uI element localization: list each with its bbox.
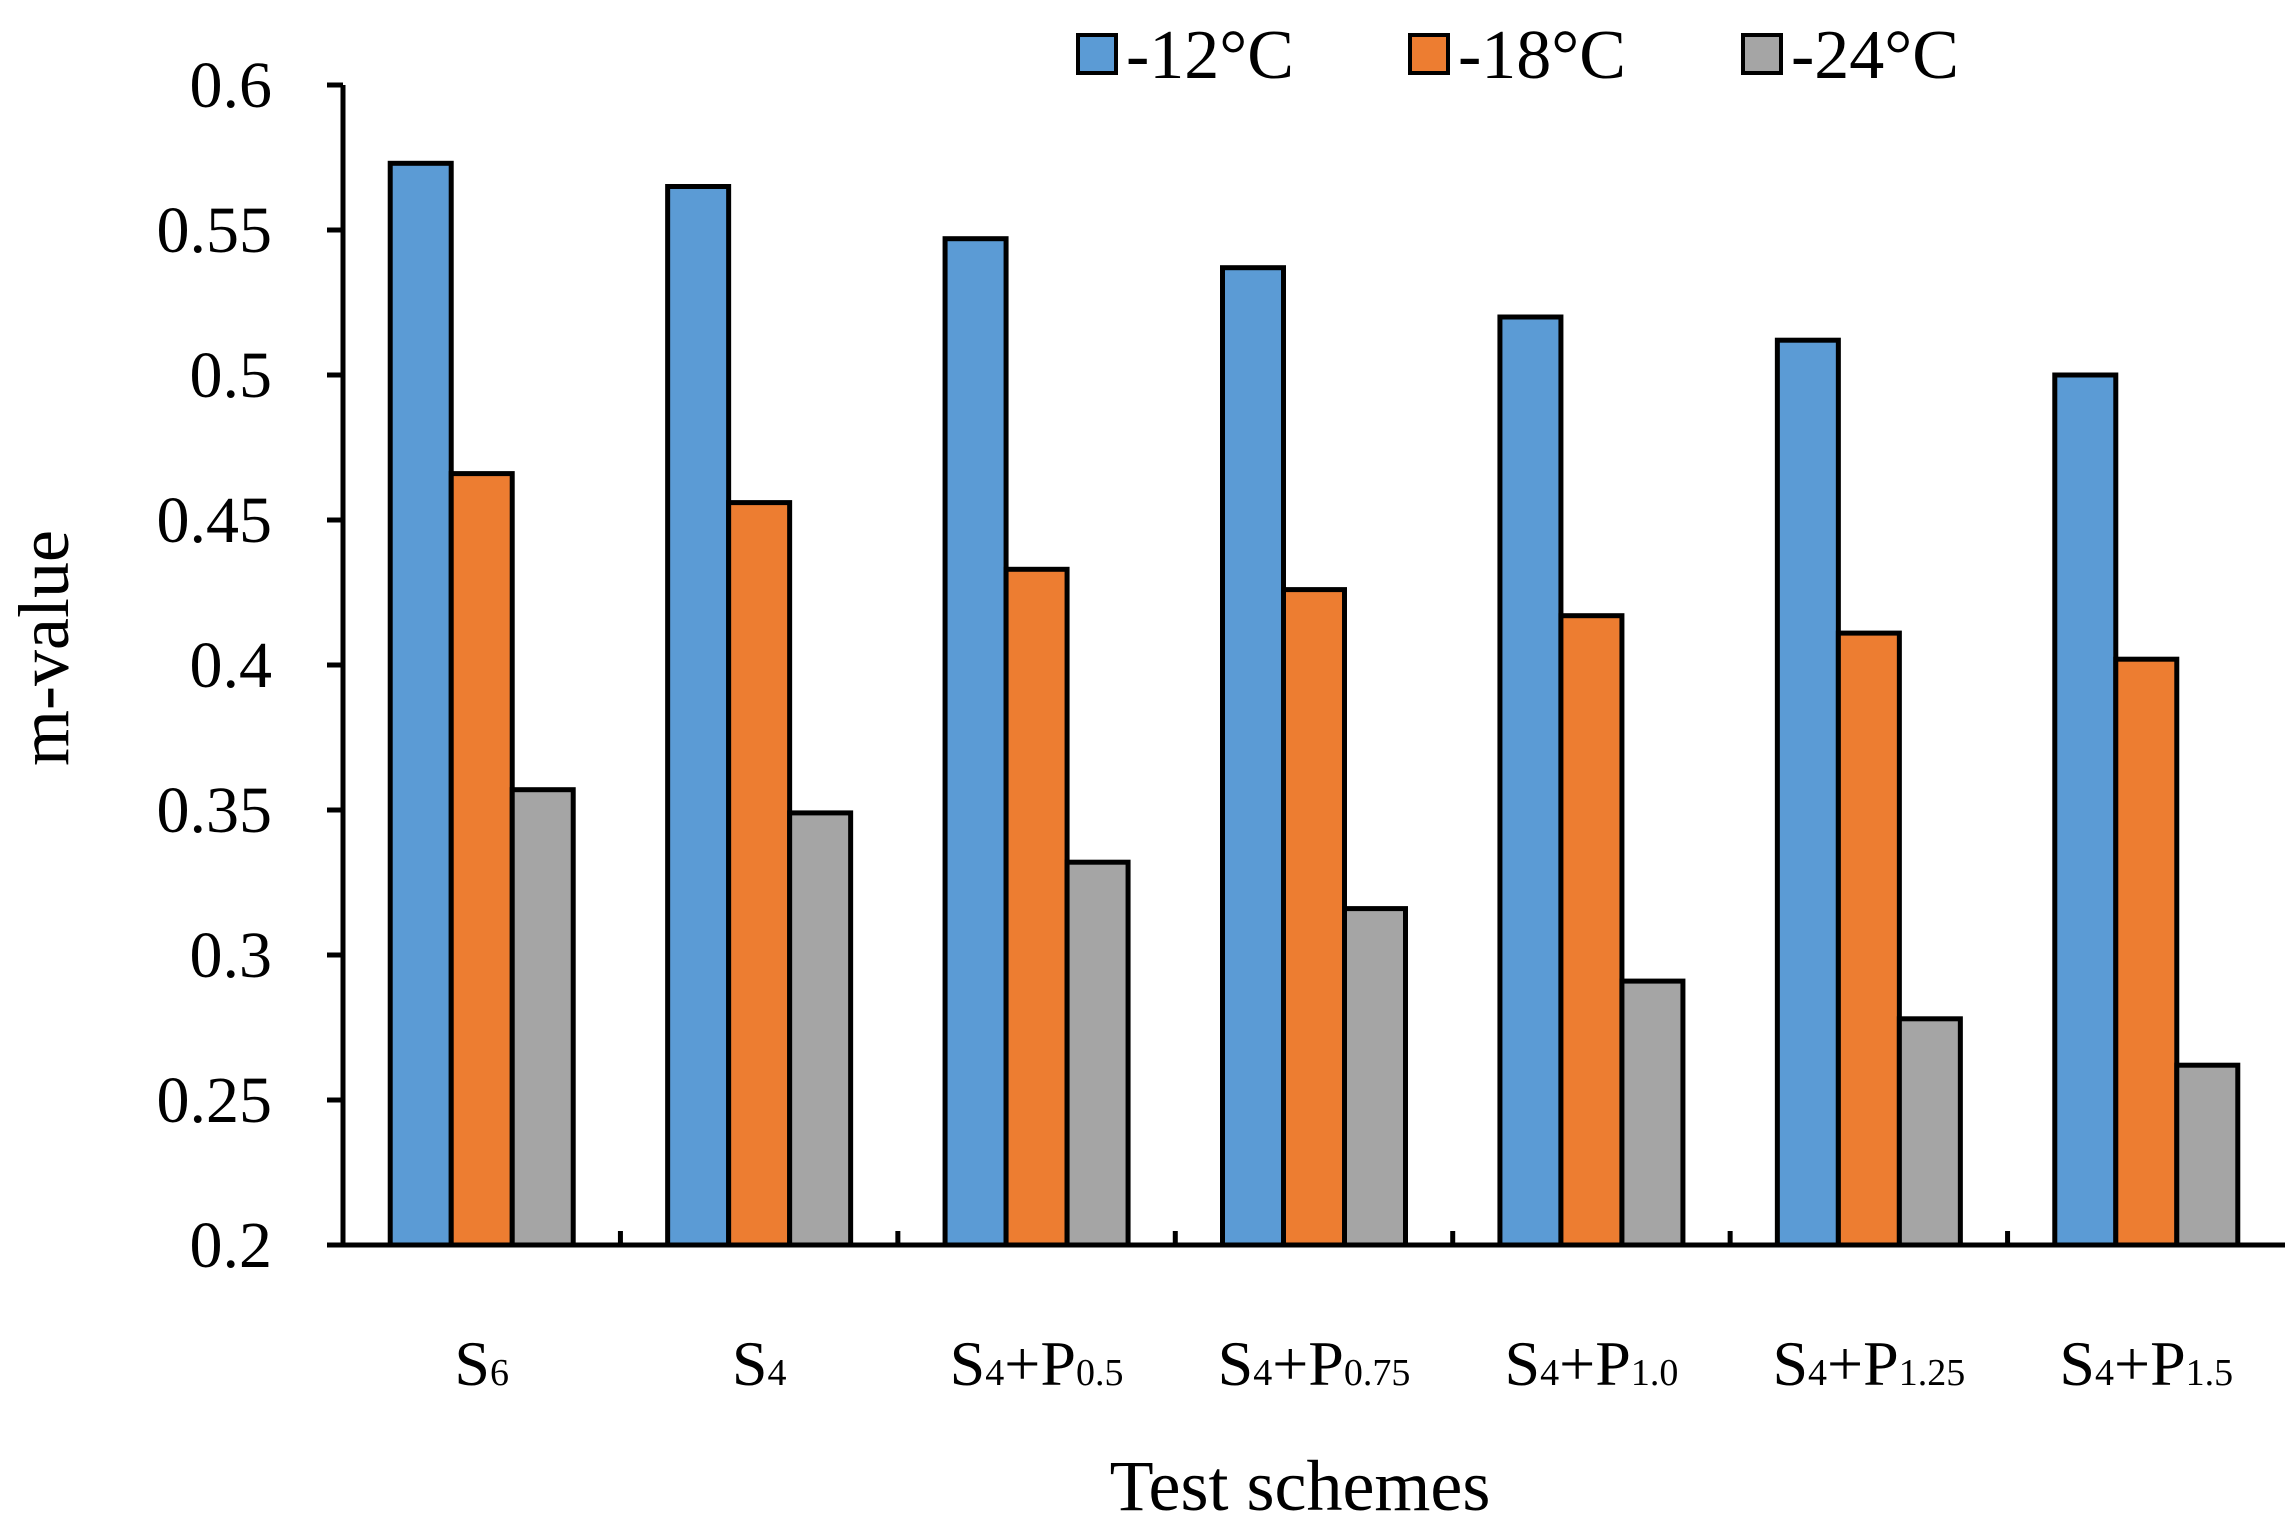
y-tick-label: 0.2 [190,1209,273,1282]
x-tick-label: S4 [732,1328,787,1399]
plot-area: 0.2 0.25 0.3 0.35 0.4 0.45 0.5 0.55 0.6 S6 S4 S4+P0… [157,49,2285,1399]
bar-18Cc-4 [1558,613,1625,1248]
bar-24Cc-6 [2174,1062,2241,1248]
legend-label: -12°C [1126,17,1294,94]
x-axis-title: Test schemes [1110,1446,1491,1526]
bar-24Cc-4 [1619,978,1686,1248]
bar-12Cc-0 [387,160,454,1248]
bar-18Cc-3 [1281,587,1347,1248]
legend: -12°C -18°C -24°C [1076,17,1959,94]
bar-12Cc-2 [942,236,1009,1248]
y-tick-label: 0.5 [190,339,273,412]
y-tick-label: 0.6 [190,49,273,122]
bar-12Cc-6 [2052,372,2119,1248]
bar-12Cc-5 [1774,337,1841,1248]
bar-12Cc-1 [665,184,732,1248]
legend-swatch [1408,33,1450,75]
x-tick-label: S4+P1.5 [2059,1328,2233,1399]
y-tick-label: 0.25 [157,1064,273,1137]
bar-18Cc-6 [2113,656,2180,1248]
bar-12Cc-3 [1220,265,1286,1248]
x-tick-label: S4+P1.0 [1505,1328,1679,1399]
bar-24Cc-0 [509,787,576,1248]
y-tick-label: 0.55 [157,194,273,267]
bar-24Cc-3 [1342,906,1408,1248]
legend-label: -18°C [1458,17,1626,94]
bar-18Cc-5 [1835,630,1902,1248]
y-axis-title: m-value [4,530,84,766]
legend-label: -24°C [1791,17,1959,94]
legend-swatch [1076,33,1118,75]
bar-12Cc-4 [1497,314,1564,1248]
y-tick-label: 0.45 [157,484,273,557]
x-tick-label: S4+P0.75 [1218,1328,1411,1399]
bar-24Cc-2 [1064,859,1131,1248]
x-tick-label: S6 [454,1328,509,1399]
bar-24Cc-1 [787,810,854,1248]
legend-swatch [1741,33,1783,75]
y-tick-label: 0.35 [157,774,273,847]
bar-18Cc-0 [448,471,515,1248]
bar-18Cc-2 [1003,566,1070,1248]
y-tick-label: 0.4 [190,629,273,702]
y-tick-label: 0.3 [190,919,273,992]
x-tick-label: S4+P0.5 [950,1328,1124,1399]
x-tick-label: S4+P1.25 [1772,1328,1965,1399]
bar-24Cc-5 [1896,1016,1963,1248]
bar-18Cc-1 [726,500,793,1248]
